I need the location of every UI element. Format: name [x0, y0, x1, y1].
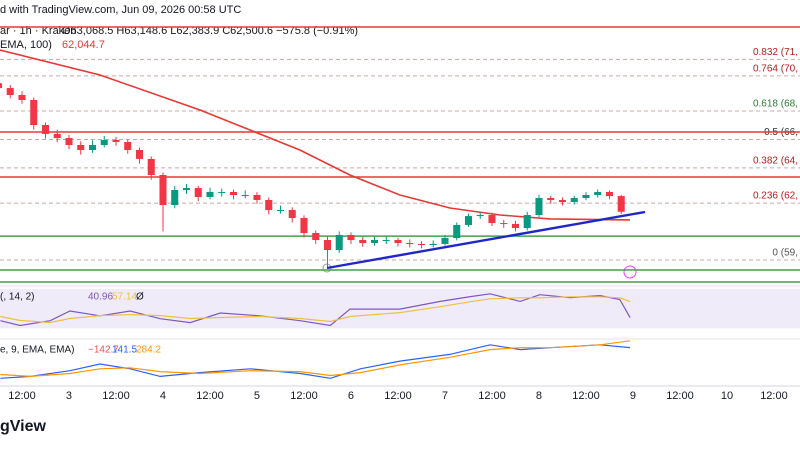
candle-body: [582, 195, 590, 199]
candle-body: [570, 198, 578, 202]
candle-body: [218, 191, 226, 193]
line: [326, 210, 646, 270]
line: [0, 296, 631, 324]
fib-label: 0.832 (71,: [753, 47, 798, 58]
alert-icon[interactable]: [623, 265, 637, 279]
x-tick-label: 8: [536, 390, 542, 402]
candle-body: [171, 190, 179, 205]
candle-body: [241, 195, 249, 196]
candle-body: [547, 198, 555, 200]
x-tick-label: 12:00: [760, 390, 788, 402]
candle-body: [617, 196, 625, 212]
x-tick-label: 12:00: [290, 390, 318, 402]
symbol: ar · 1h · Kraken: [0, 25, 76, 37]
candle-body: [394, 240, 402, 244]
candle-body: [159, 175, 167, 205]
x-tick-label: 12:00: [384, 390, 412, 402]
candle-body: [594, 191, 602, 195]
indicator-label: (, 14, 2): [0, 292, 34, 303]
candle-body: [453, 225, 461, 239]
indicator-value: 284.2: [136, 345, 161, 356]
candle-body: [41, 125, 50, 134]
candle-body: [147, 158, 155, 175]
x-tick-label: 12:00: [8, 390, 36, 402]
candle-body: [253, 195, 261, 200]
candle-body: [347, 235, 355, 240]
x-tick-label: 9: [630, 390, 636, 402]
candle-body: [30, 100, 38, 125]
candle-body: [323, 240, 332, 250]
x-tick-label: 12:00: [666, 390, 694, 402]
candle-body: [476, 215, 484, 217]
candle-body: [88, 145, 97, 150]
candle-body: [558, 200, 566, 202]
candle-body: [300, 218, 308, 234]
candle-body: [124, 141, 132, 150]
indicator-value: 141.5: [112, 345, 137, 356]
line: [0, 344, 631, 379]
candle-body: [500, 223, 508, 225]
candle-body: [406, 243, 414, 245]
candle-body: [335, 235, 343, 250]
x-tick-label: 12:00: [478, 390, 506, 402]
candle-body: [382, 240, 390, 241]
candle-body: [488, 215, 496, 224]
x-tick-label: 12:00: [196, 390, 224, 402]
candle-body: [135, 150, 144, 159]
candle-body: [206, 191, 214, 197]
indicator-value: −142.7: [88, 345, 119, 356]
candle-body: [429, 243, 437, 245]
x-tick-label: 4: [160, 390, 166, 402]
candle-body: [523, 215, 531, 229]
header-line: d with TradingView.com, Jun 09, 2026 00:…: [0, 4, 241, 16]
candle-body: [417, 243, 426, 245]
candle-body: [464, 216, 473, 225]
candle-body: [229, 191, 238, 195]
fib-label: 0.382 (64,: [753, 156, 798, 167]
x-tick-label: 5: [254, 390, 260, 402]
indicator-value: 40.96: [88, 292, 113, 303]
candle-body: [276, 210, 285, 211]
indicator-value: 57.14: [112, 292, 137, 303]
candle-body: [265, 200, 273, 210]
fib-label: 0 (59,: [772, 248, 798, 259]
candle-body: [65, 138, 73, 145]
x-tick-label: 3: [66, 390, 72, 402]
x-tick-label: 6: [348, 390, 354, 402]
ohlc: O63,068.5 H63,148.6 L62,383.9 C62,500.6 …: [62, 25, 358, 37]
candle-body: [0, 83, 3, 89]
fib-label: 0.764 (70,: [753, 63, 798, 74]
candle-body: [100, 140, 108, 145]
line: [0, 340, 631, 378]
indicator-label: e, 9, EMA, EMA): [0, 345, 74, 356]
candle-body: [605, 191, 613, 197]
candle-body: [77, 145, 85, 150]
x-tick-label: 7: [442, 390, 448, 402]
candle-body: [511, 223, 519, 229]
ma-label: EMA, 100): [0, 39, 52, 51]
x-tick-label: 12:00: [572, 390, 600, 402]
candle-body: [18, 95, 26, 100]
candle-body: [312, 233, 320, 240]
line: [0, 293, 631, 327]
candle-body: [6, 88, 14, 95]
fib-label: 0.236 (62,: [753, 191, 798, 202]
x-tick-label: 12:00: [102, 390, 130, 402]
candle-body: [359, 240, 367, 244]
candle-body: [288, 210, 296, 219]
candle-body: [441, 238, 449, 244]
candle-body: [535, 198, 543, 215]
candle-body: [112, 140, 120, 142]
candle-body: [182, 188, 191, 190]
brand: gView: [0, 418, 47, 435]
candle-body: [370, 240, 379, 244]
candle-body: [53, 133, 61, 139]
x-tick-label: 10: [721, 390, 733, 402]
fib-label: 0.618 (68,: [753, 99, 798, 110]
ma-value: 62,044.7: [62, 39, 105, 51]
indicator-value: Ø: [136, 292, 144, 303]
candle-body: [194, 188, 202, 197]
